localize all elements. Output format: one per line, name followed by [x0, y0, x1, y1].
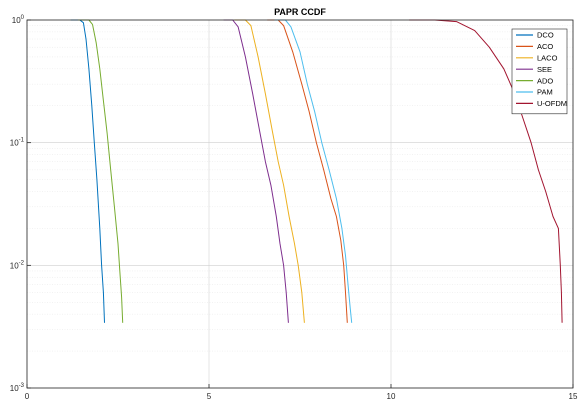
y-tick-label: 10-3: [10, 383, 25, 393]
legend-label-pam: PAM: [537, 88, 553, 97]
legend-label-aco: ACO: [537, 42, 553, 51]
y-tick-label: 10-1: [10, 138, 25, 148]
x-tick-label: 0: [25, 392, 30, 401]
series-line-pam: [274, 19, 353, 323]
axis-ticks: 0 5 10 15 10-3 10-2 10-1 100: [10, 15, 578, 401]
plot-frame: [26, 19, 574, 389]
legend-label-see: SEE: [537, 65, 552, 74]
legend-label-ado: ADO: [537, 76, 553, 85]
legend-label-laco: LACO: [537, 54, 558, 63]
series-line-ado: [78, 19, 124, 323]
series-lines: [70, 19, 563, 323]
legend-label-u-ofdm: U-OFDM: [537, 99, 567, 108]
legend-box: [511, 28, 568, 115]
legend-label-dco: DCO: [537, 31, 554, 40]
y-tick-label: 10-2: [10, 260, 25, 270]
plot-background: [27, 20, 573, 388]
series-line-laco: [234, 19, 305, 323]
series-line-u-ofdm: [409, 19, 563, 323]
x-tick-label: 10: [387, 392, 396, 401]
y-tick-label: 100: [12, 15, 25, 25]
series-line-see: [223, 19, 289, 323]
x-tick-label: 5: [207, 392, 212, 401]
series-line-dco: [70, 19, 105, 323]
chart-title: PAPR CCDF: [274, 7, 326, 17]
series-line-aco: [267, 19, 348, 323]
legend: DCO ACO LACO SEE ADO PAM U-OFDM: [511, 28, 568, 115]
x-tick-label: 15: [569, 392, 578, 401]
